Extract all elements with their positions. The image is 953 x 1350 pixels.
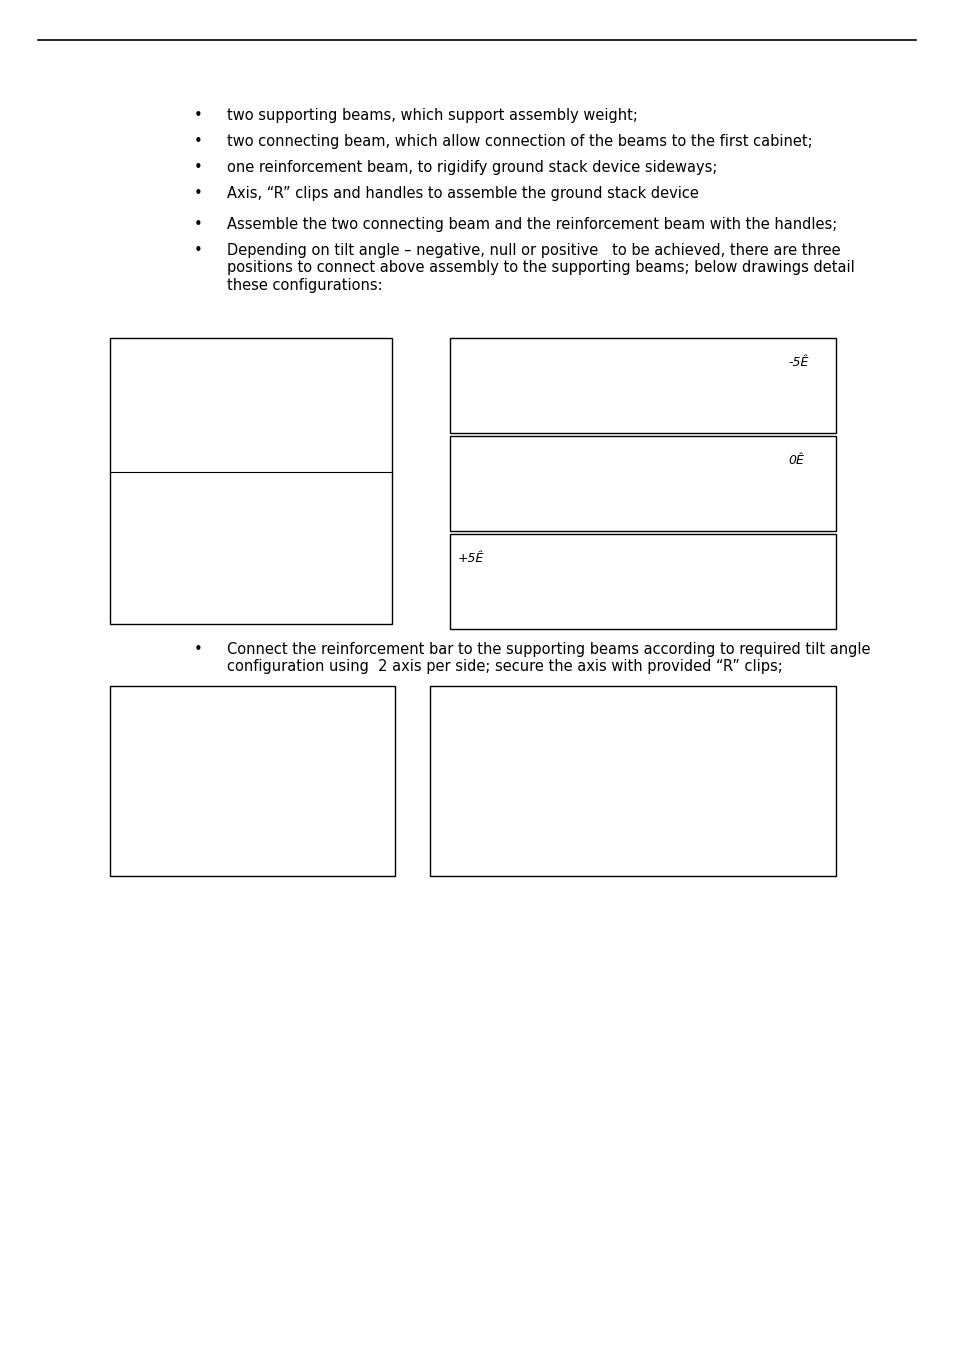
Text: •: • [193, 243, 203, 258]
Text: +5Ê: +5Ê [457, 552, 484, 566]
Text: 0Ê: 0Ê [787, 454, 803, 467]
Text: •: • [193, 108, 203, 123]
Text: Axis, “R” clips and handles to assemble the ground stack device: Axis, “R” clips and handles to assemble … [227, 186, 699, 201]
Text: Depending on tilt angle – negative, null or positive   to be achieved, there are: Depending on tilt angle – negative, null… [227, 243, 854, 293]
Bar [430, 686, 835, 876]
Text: Assemble the two connecting beam and the reinforcement beam with the handles;: Assemble the two connecting beam and the… [227, 217, 837, 232]
Text: -5Ê: -5Ê [787, 356, 807, 369]
Bar [450, 338, 835, 433]
Text: one reinforcement beam, to rigidify ground stack device sideways;: one reinforcement beam, to rigidify grou… [227, 161, 717, 176]
Text: •: • [193, 186, 203, 201]
Text: •: • [193, 217, 203, 232]
Text: Connect the reinforcement bar to the supporting beams according to required tilt: Connect the reinforcement bar to the sup… [227, 643, 870, 675]
Bar [450, 535, 835, 629]
Text: two supporting beams, which support assembly weight;: two supporting beams, which support asse… [227, 108, 638, 123]
Text: •: • [193, 643, 203, 657]
Bar [110, 686, 395, 876]
Bar [450, 436, 835, 531]
Bar [110, 338, 392, 624]
Text: •: • [193, 161, 203, 176]
Text: •: • [193, 134, 203, 148]
Text: two connecting beam, which allow connection of the beams to the first cabinet;: two connecting beam, which allow connect… [227, 134, 812, 148]
